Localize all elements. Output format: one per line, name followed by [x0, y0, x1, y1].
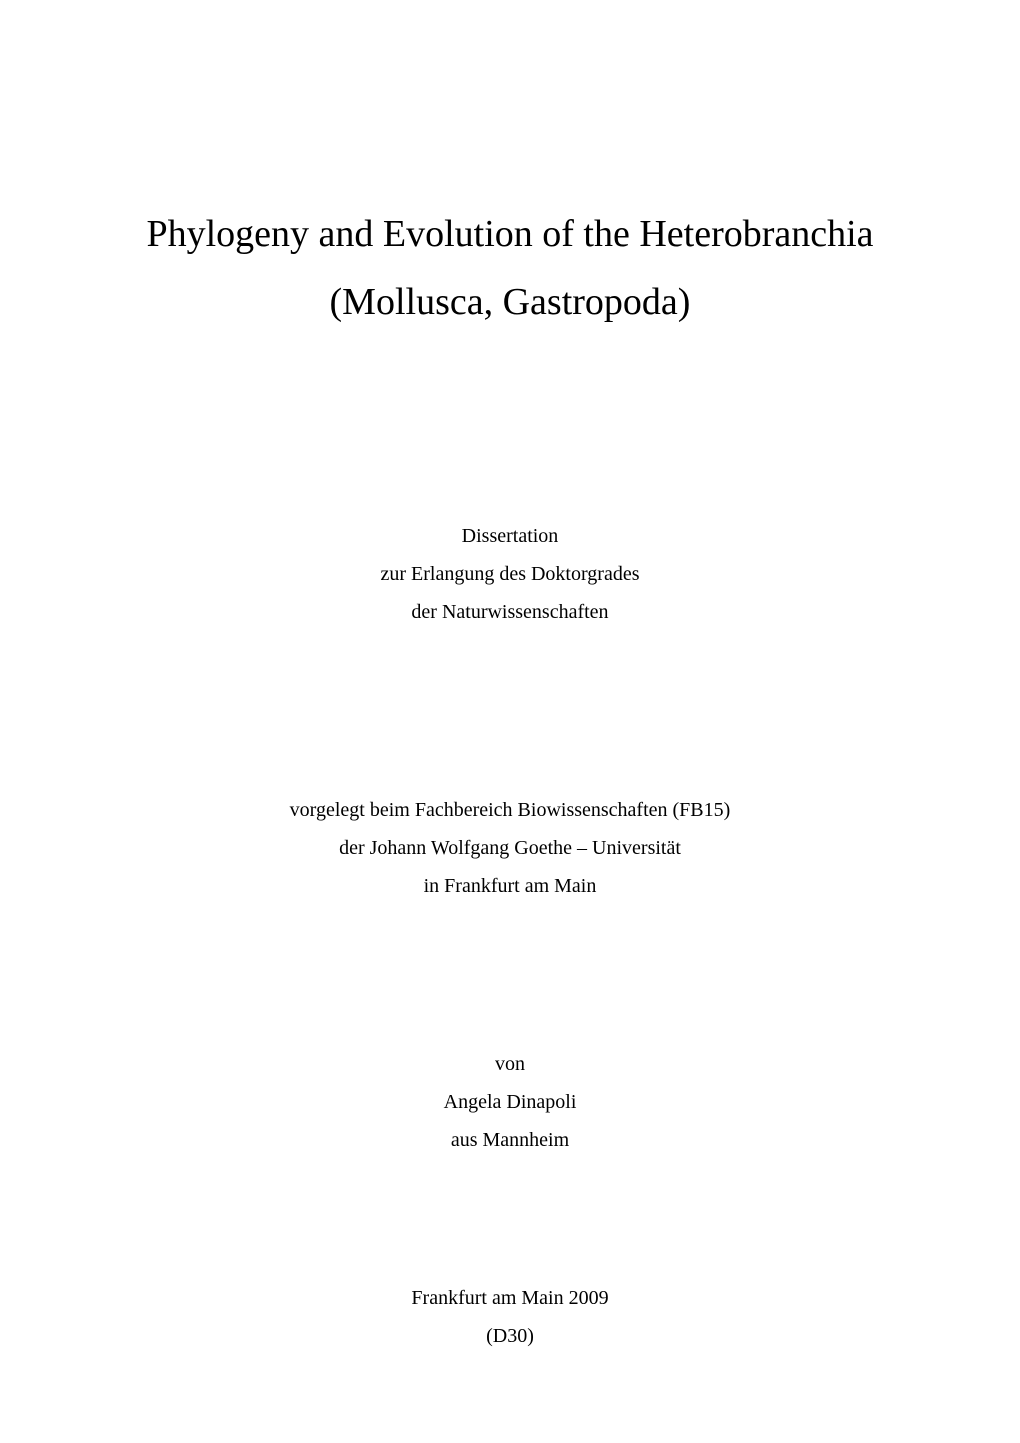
title-line-2: (Mollusca, Gastropoda) [146, 268, 873, 336]
author-name: Angela Dinapoli [444, 1083, 577, 1121]
faculty-line-3: in Frankfurt am Main [290, 867, 731, 905]
footer-place-year: Frankfurt am Main 2009 [411, 1279, 608, 1317]
footer-code: (D30) [411, 1317, 608, 1355]
author-block: von Angela Dinapoli aus Mannheim [444, 1045, 577, 1159]
author-origin: aus Mannheim [444, 1121, 577, 1159]
title-page: Phylogeny and Evolution of the Heterobra… [100, 120, 920, 1363]
dissertation-block: Dissertation zur Erlangung des Doktorgra… [380, 517, 639, 631]
dissertation-line-2: zur Erlangung des Doktorgrades [380, 555, 639, 593]
faculty-block: vorgelegt beim Fachbereich Biowissenscha… [290, 791, 731, 905]
faculty-line-1: vorgelegt beim Fachbereich Biowissenscha… [290, 791, 731, 829]
footer-block: Frankfurt am Main 2009 (D30) [411, 1279, 608, 1355]
dissertation-line-1: Dissertation [380, 517, 639, 555]
dissertation-line-3: der Naturwissenschaften [380, 593, 639, 631]
title-line-1: Phylogeny and Evolution of the Heterobra… [146, 200, 873, 268]
author-line-von: von [444, 1045, 577, 1083]
faculty-line-2: der Johann Wolfgang Goethe – Universität [290, 829, 731, 867]
title-block: Phylogeny and Evolution of the Heterobra… [146, 200, 873, 337]
